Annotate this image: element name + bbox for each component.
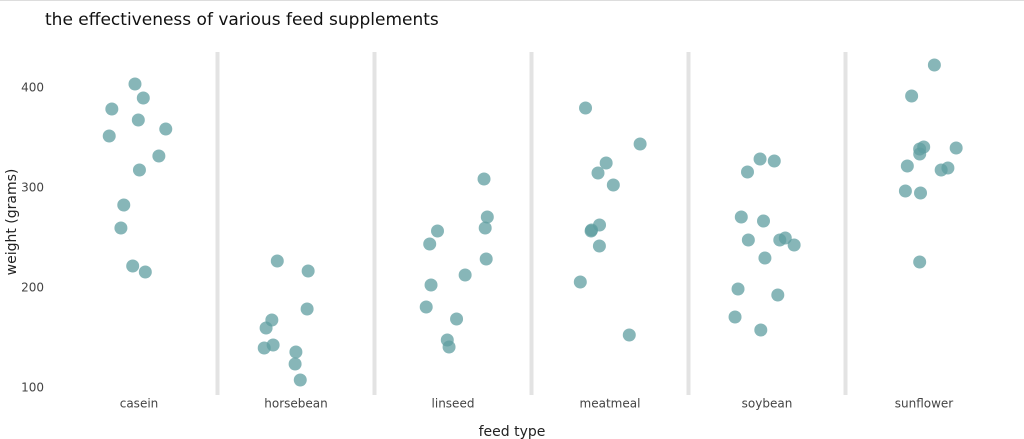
point — [419, 300, 433, 314]
point — [591, 166, 605, 180]
point — [734, 210, 748, 224]
point — [270, 254, 284, 268]
point — [898, 184, 912, 198]
point — [450, 312, 464, 326]
point — [423, 237, 437, 251]
x-tick-label: soybean — [742, 397, 793, 411]
point — [440, 333, 454, 347]
point — [767, 154, 781, 168]
point — [159, 122, 173, 136]
point — [771, 288, 785, 302]
point — [756, 214, 770, 228]
point — [913, 147, 927, 161]
point — [949, 141, 963, 155]
point — [900, 159, 914, 173]
point — [741, 233, 755, 247]
y-tick-label: 200 — [21, 281, 44, 295]
point — [599, 156, 613, 170]
point — [787, 238, 801, 252]
point — [114, 221, 128, 235]
point — [592, 239, 606, 253]
point — [913, 255, 927, 269]
point — [740, 165, 754, 179]
y-tick-label: 400 — [21, 81, 44, 95]
point — [458, 268, 472, 282]
point — [289, 345, 303, 359]
point — [905, 89, 919, 103]
x-tick-label: meatmeal — [580, 397, 641, 411]
point — [758, 251, 772, 265]
chart-title: the effectiveness of various feed supple… — [45, 10, 439, 30]
point — [731, 282, 745, 296]
point — [152, 149, 166, 163]
point — [754, 323, 768, 337]
x-axis-title: feed type — [479, 424, 546, 439]
y-axis-title: weight (grams) — [4, 169, 20, 276]
point — [300, 302, 314, 316]
y-tick-label: 300 — [21, 181, 44, 195]
point — [579, 101, 593, 115]
point — [480, 210, 494, 224]
point — [126, 259, 140, 273]
x-tick-label: sunflower — [895, 397, 954, 411]
point — [131, 113, 145, 127]
point — [132, 163, 146, 177]
point — [914, 186, 928, 200]
x-tick-label: casein — [120, 397, 159, 411]
y-tick-label: 100 — [21, 381, 44, 395]
point — [478, 221, 492, 235]
point — [128, 77, 142, 91]
point — [753, 152, 767, 166]
point — [927, 58, 941, 72]
point — [934, 163, 948, 177]
x-tick-label: horsebean — [264, 397, 327, 411]
point — [633, 137, 647, 151]
point — [102, 129, 116, 143]
point — [293, 373, 307, 387]
point — [288, 357, 302, 371]
point — [728, 310, 742, 324]
point — [585, 223, 599, 237]
point — [136, 91, 150, 105]
point — [117, 198, 131, 212]
point — [301, 264, 315, 278]
point — [477, 172, 491, 186]
point — [257, 341, 271, 355]
point — [606, 178, 620, 192]
point — [424, 278, 438, 292]
point — [105, 102, 119, 116]
point — [138, 265, 152, 279]
point — [265, 313, 279, 327]
x-tick-label: linseed — [432, 397, 475, 411]
point — [573, 275, 587, 289]
point — [622, 328, 636, 342]
point — [479, 252, 493, 266]
point — [773, 233, 787, 247]
point — [431, 224, 445, 238]
